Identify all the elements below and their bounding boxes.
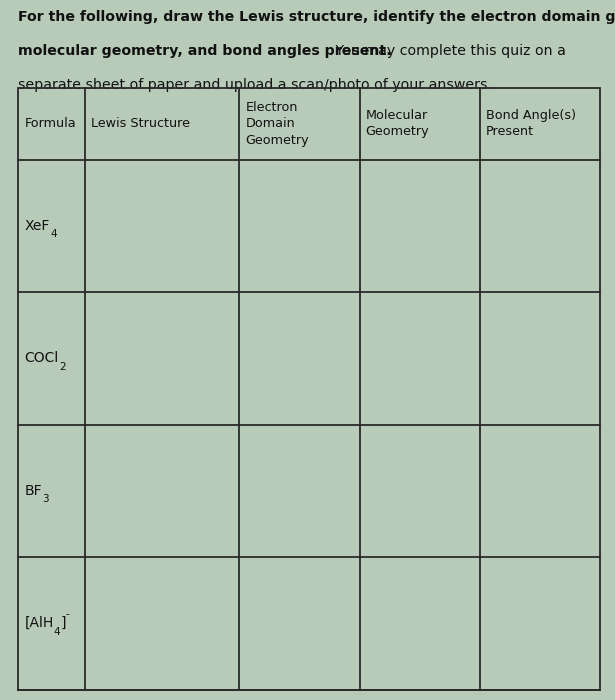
Text: separate sheet of paper and upload a scan/photo of your answers.: separate sheet of paper and upload a sca… xyxy=(18,78,493,92)
Text: XeF: XeF xyxy=(25,219,50,233)
Text: ]: ] xyxy=(60,616,66,630)
Text: Molecular
Geometry: Molecular Geometry xyxy=(366,109,429,139)
Text: For the following, draw the Lewis structure, identify the electron domain geomet: For the following, draw the Lewis struct… xyxy=(18,10,615,25)
Text: molecular geometry, and bond angles present.: molecular geometry, and bond angles pres… xyxy=(18,44,392,58)
Text: Electron
Domain
Geometry: Electron Domain Geometry xyxy=(245,101,309,146)
Text: BF: BF xyxy=(25,484,42,498)
Text: 3: 3 xyxy=(42,494,49,504)
Text: Formula: Formula xyxy=(25,117,76,130)
Text: 4: 4 xyxy=(50,230,57,239)
Text: 2: 2 xyxy=(59,362,65,372)
Text: -: - xyxy=(66,609,69,620)
Text: [AlH: [AlH xyxy=(25,616,54,630)
Bar xyxy=(18,88,600,690)
Text: Lewis Structure: Lewis Structure xyxy=(92,117,191,130)
Text: 4: 4 xyxy=(54,626,60,637)
Text: Bond Angle(s)
Present: Bond Angle(s) Present xyxy=(486,109,576,139)
Text: COCl: COCl xyxy=(25,351,59,365)
Text: You may complete this quiz on a: You may complete this quiz on a xyxy=(331,44,566,58)
